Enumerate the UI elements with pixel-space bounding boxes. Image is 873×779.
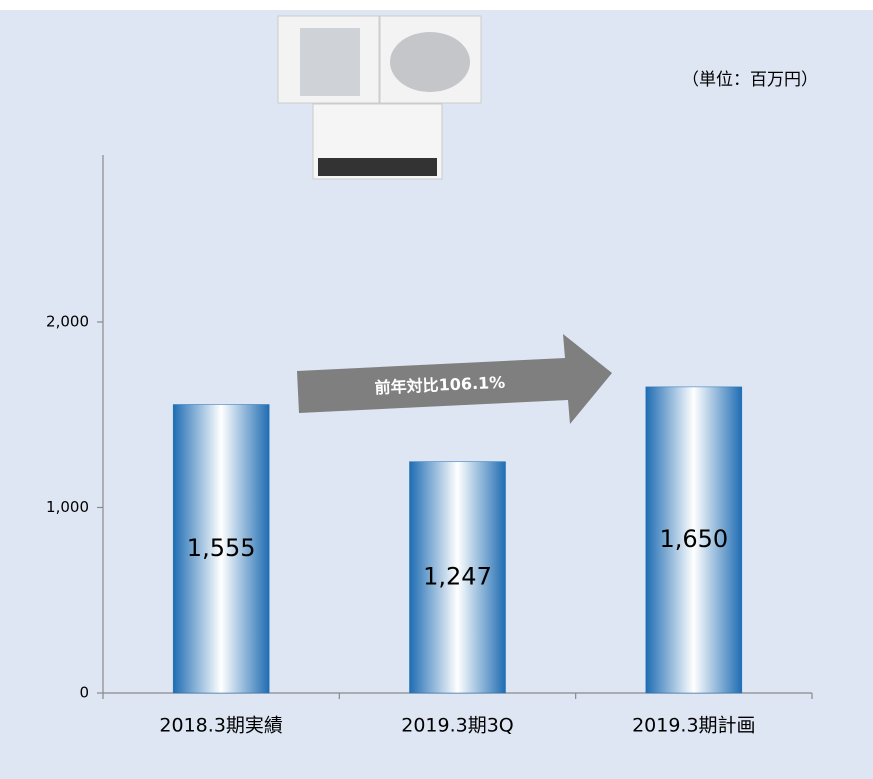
product-images (277, 15, 482, 180)
growth-arrow (297, 334, 612, 424)
led-caption-bar (318, 158, 437, 176)
bar (409, 461, 506, 694)
value-label: 1,650 (659, 525, 728, 553)
bar (645, 386, 743, 694)
x-tick-label: 2019.3期3Q (401, 715, 514, 737)
value-label: 1,247 (423, 562, 492, 590)
x-tick-label: 2018.3期実績 (159, 715, 282, 737)
top-strip (0, 0, 873, 10)
y-tick-label: 1,000 (46, 498, 89, 516)
x-tick-label: 2019.3期計画 (632, 715, 755, 737)
bar (172, 404, 270, 694)
unit-note: （単位：百万円） (682, 70, 818, 90)
y-tick-label: 0 (79, 684, 89, 702)
y-tick-label: 2,000 (46, 312, 89, 330)
copier-shape (300, 28, 360, 96)
value-label: 1,555 (187, 534, 256, 562)
phone-shape (390, 32, 470, 92)
